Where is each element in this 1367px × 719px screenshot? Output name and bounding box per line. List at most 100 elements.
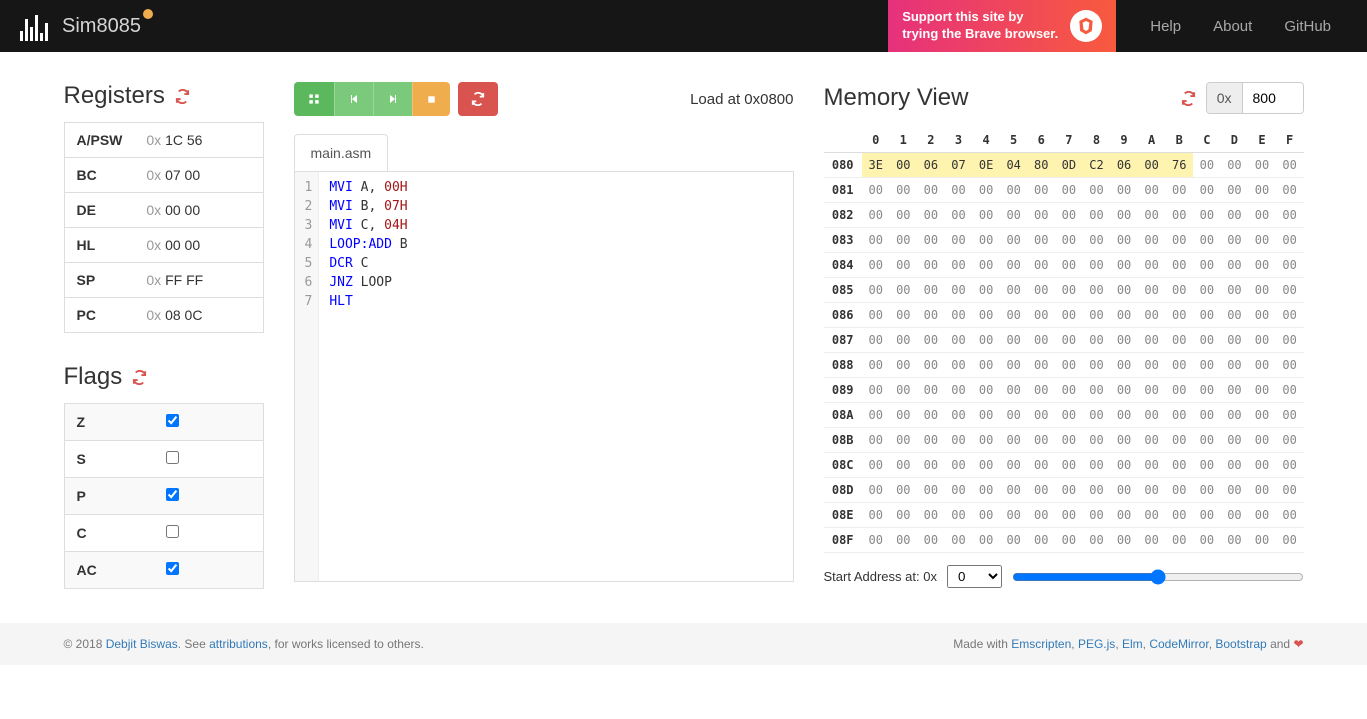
memory-cell[interactable]: 04 xyxy=(1000,153,1028,178)
memory-cell[interactable]: 00 xyxy=(1000,428,1028,453)
memory-cell[interactable]: 00 xyxy=(972,178,1000,203)
memory-cell[interactable]: 00 xyxy=(1027,378,1055,403)
memory-cell[interactable]: 00 xyxy=(1276,453,1304,478)
memory-cell[interactable]: 00 xyxy=(1248,453,1276,478)
memory-cell[interactable]: 00 xyxy=(1165,378,1193,403)
memory-cell[interactable]: 00 xyxy=(1138,278,1166,303)
memory-cell[interactable]: 00 xyxy=(1248,378,1276,403)
memory-cell[interactable]: 0E xyxy=(972,153,1000,178)
memory-cell[interactable]: 00 xyxy=(945,203,973,228)
memory-cell[interactable]: 00 xyxy=(1248,303,1276,328)
memory-cell[interactable]: 00 xyxy=(972,303,1000,328)
memory-cell[interactable]: 00 xyxy=(1165,303,1193,328)
memory-cell[interactable]: 00 xyxy=(862,378,890,403)
nav-link-help[interactable]: Help xyxy=(1134,18,1197,35)
memory-cell[interactable]: 00 xyxy=(890,178,918,203)
memory-cell[interactable]: 00 xyxy=(862,278,890,303)
registers-refresh-icon[interactable] xyxy=(175,89,190,104)
memory-cell[interactable]: 00 xyxy=(1276,178,1304,203)
memory-slider[interactable] xyxy=(1012,569,1304,585)
memory-cell[interactable]: 00 xyxy=(1276,253,1304,278)
memory-cell[interactable]: 00 xyxy=(917,428,945,453)
memory-cell[interactable]: 00 xyxy=(1000,228,1028,253)
memory-cell[interactable]: 00 xyxy=(917,503,945,528)
lib-link[interactable]: Elm xyxy=(1122,637,1143,651)
flag-checkbox[interactable] xyxy=(166,414,179,427)
memory-cell[interactable]: 00 xyxy=(890,203,918,228)
memory-cell[interactable]: 00 xyxy=(1248,278,1276,303)
memory-cell[interactable]: 00 xyxy=(1000,353,1028,378)
reset-button[interactable] xyxy=(458,82,498,116)
memory-cell[interactable]: 00 xyxy=(1027,353,1055,378)
memory-cell[interactable]: 00 xyxy=(1000,203,1028,228)
memory-cell[interactable]: 00 xyxy=(1165,428,1193,453)
memory-cell[interactable]: 00 xyxy=(972,453,1000,478)
memory-cell[interactable]: 00 xyxy=(1083,353,1111,378)
memory-cell[interactable]: 00 xyxy=(1027,203,1055,228)
memory-cell[interactable]: 00 xyxy=(945,178,973,203)
memory-cell[interactable]: 00 xyxy=(862,353,890,378)
memory-cell[interactable]: 00 xyxy=(890,153,918,178)
memory-cell[interactable]: 00 xyxy=(1055,503,1083,528)
memory-cell[interactable]: 00 xyxy=(1248,353,1276,378)
memory-cell[interactable]: 00 xyxy=(890,478,918,503)
memory-cell[interactable]: C2 xyxy=(1083,153,1111,178)
memory-cell[interactable]: 07 xyxy=(945,153,973,178)
lib-link[interactable]: CodeMirror xyxy=(1149,637,1208,651)
memory-cell[interactable]: 00 xyxy=(1110,378,1138,403)
memory-cell[interactable]: 00 xyxy=(1193,403,1221,428)
memory-cell[interactable]: 00 xyxy=(1110,428,1138,453)
memory-cell[interactable]: 06 xyxy=(917,153,945,178)
memory-cell[interactable]: 00 xyxy=(1248,528,1276,553)
memory-cell[interactable]: 00 xyxy=(1083,378,1111,403)
memory-cell[interactable]: 00 xyxy=(1221,303,1249,328)
memory-cell[interactable]: 00 xyxy=(862,203,890,228)
memory-cell[interactable]: 00 xyxy=(1055,378,1083,403)
memory-cell[interactable]: 3E xyxy=(862,153,890,178)
memory-cell[interactable]: 00 xyxy=(1000,528,1028,553)
code-area[interactable]: MVI A, 00HMVI B, 07HMVI C, 04HLOOP:ADD B… xyxy=(319,172,792,581)
memory-cell[interactable]: 00 xyxy=(862,428,890,453)
memory-cell[interactable]: 00 xyxy=(1165,178,1193,203)
memory-cell[interactable]: 00 xyxy=(1221,528,1249,553)
memory-cell[interactable]: 00 xyxy=(1276,303,1304,328)
memory-cell[interactable]: 00 xyxy=(890,453,918,478)
flag-checkbox[interactable] xyxy=(166,525,179,538)
memory-cell[interactable]: 00 xyxy=(1193,503,1221,528)
memory-cell[interactable]: 00 xyxy=(972,253,1000,278)
memory-cell[interactable]: 00 xyxy=(862,228,890,253)
memory-cell[interactable]: 00 xyxy=(945,278,973,303)
memory-cell[interactable]: 00 xyxy=(917,403,945,428)
memory-cell[interactable]: 00 xyxy=(1221,428,1249,453)
memory-cell[interactable]: 00 xyxy=(1138,378,1166,403)
memory-cell[interactable]: 00 xyxy=(945,528,973,553)
memory-cell[interactable]: 00 xyxy=(972,503,1000,528)
start-address-select[interactable]: 0 xyxy=(947,565,1002,588)
flag-checkbox[interactable] xyxy=(166,451,179,464)
memory-cell[interactable]: 00 xyxy=(1248,428,1276,453)
memory-cell[interactable]: 00 xyxy=(945,453,973,478)
memory-cell[interactable]: 00 xyxy=(1248,478,1276,503)
memory-cell[interactable]: 00 xyxy=(890,378,918,403)
memory-cell[interactable]: 00 xyxy=(1055,278,1083,303)
memory-cell[interactable]: 00 xyxy=(1083,503,1111,528)
memory-cell[interactable]: 00 xyxy=(1276,528,1304,553)
memory-cell[interactable]: 00 xyxy=(1193,178,1221,203)
memory-cell[interactable]: 0D xyxy=(1055,153,1083,178)
memory-cell[interactable]: 00 xyxy=(1165,503,1193,528)
memory-cell[interactable]: 00 xyxy=(1165,478,1193,503)
memory-cell[interactable]: 00 xyxy=(1221,453,1249,478)
memory-cell[interactable]: 00 xyxy=(1055,178,1083,203)
lib-link[interactable]: Bootstrap xyxy=(1215,637,1266,651)
flag-checkbox[interactable] xyxy=(166,562,179,575)
memory-cell[interactable]: 00 xyxy=(1110,303,1138,328)
memory-cell[interactable]: 00 xyxy=(972,328,1000,353)
memory-cell[interactable]: 00 xyxy=(917,203,945,228)
memory-cell[interactable]: 00 xyxy=(862,478,890,503)
memory-cell[interactable]: 00 xyxy=(1027,303,1055,328)
memory-cell[interactable]: 00 xyxy=(1276,228,1304,253)
step-back-button[interactable] xyxy=(334,82,373,116)
memory-cell[interactable]: 00 xyxy=(945,253,973,278)
memory-cell[interactable]: 00 xyxy=(1055,453,1083,478)
memory-cell[interactable]: 00 xyxy=(1055,328,1083,353)
